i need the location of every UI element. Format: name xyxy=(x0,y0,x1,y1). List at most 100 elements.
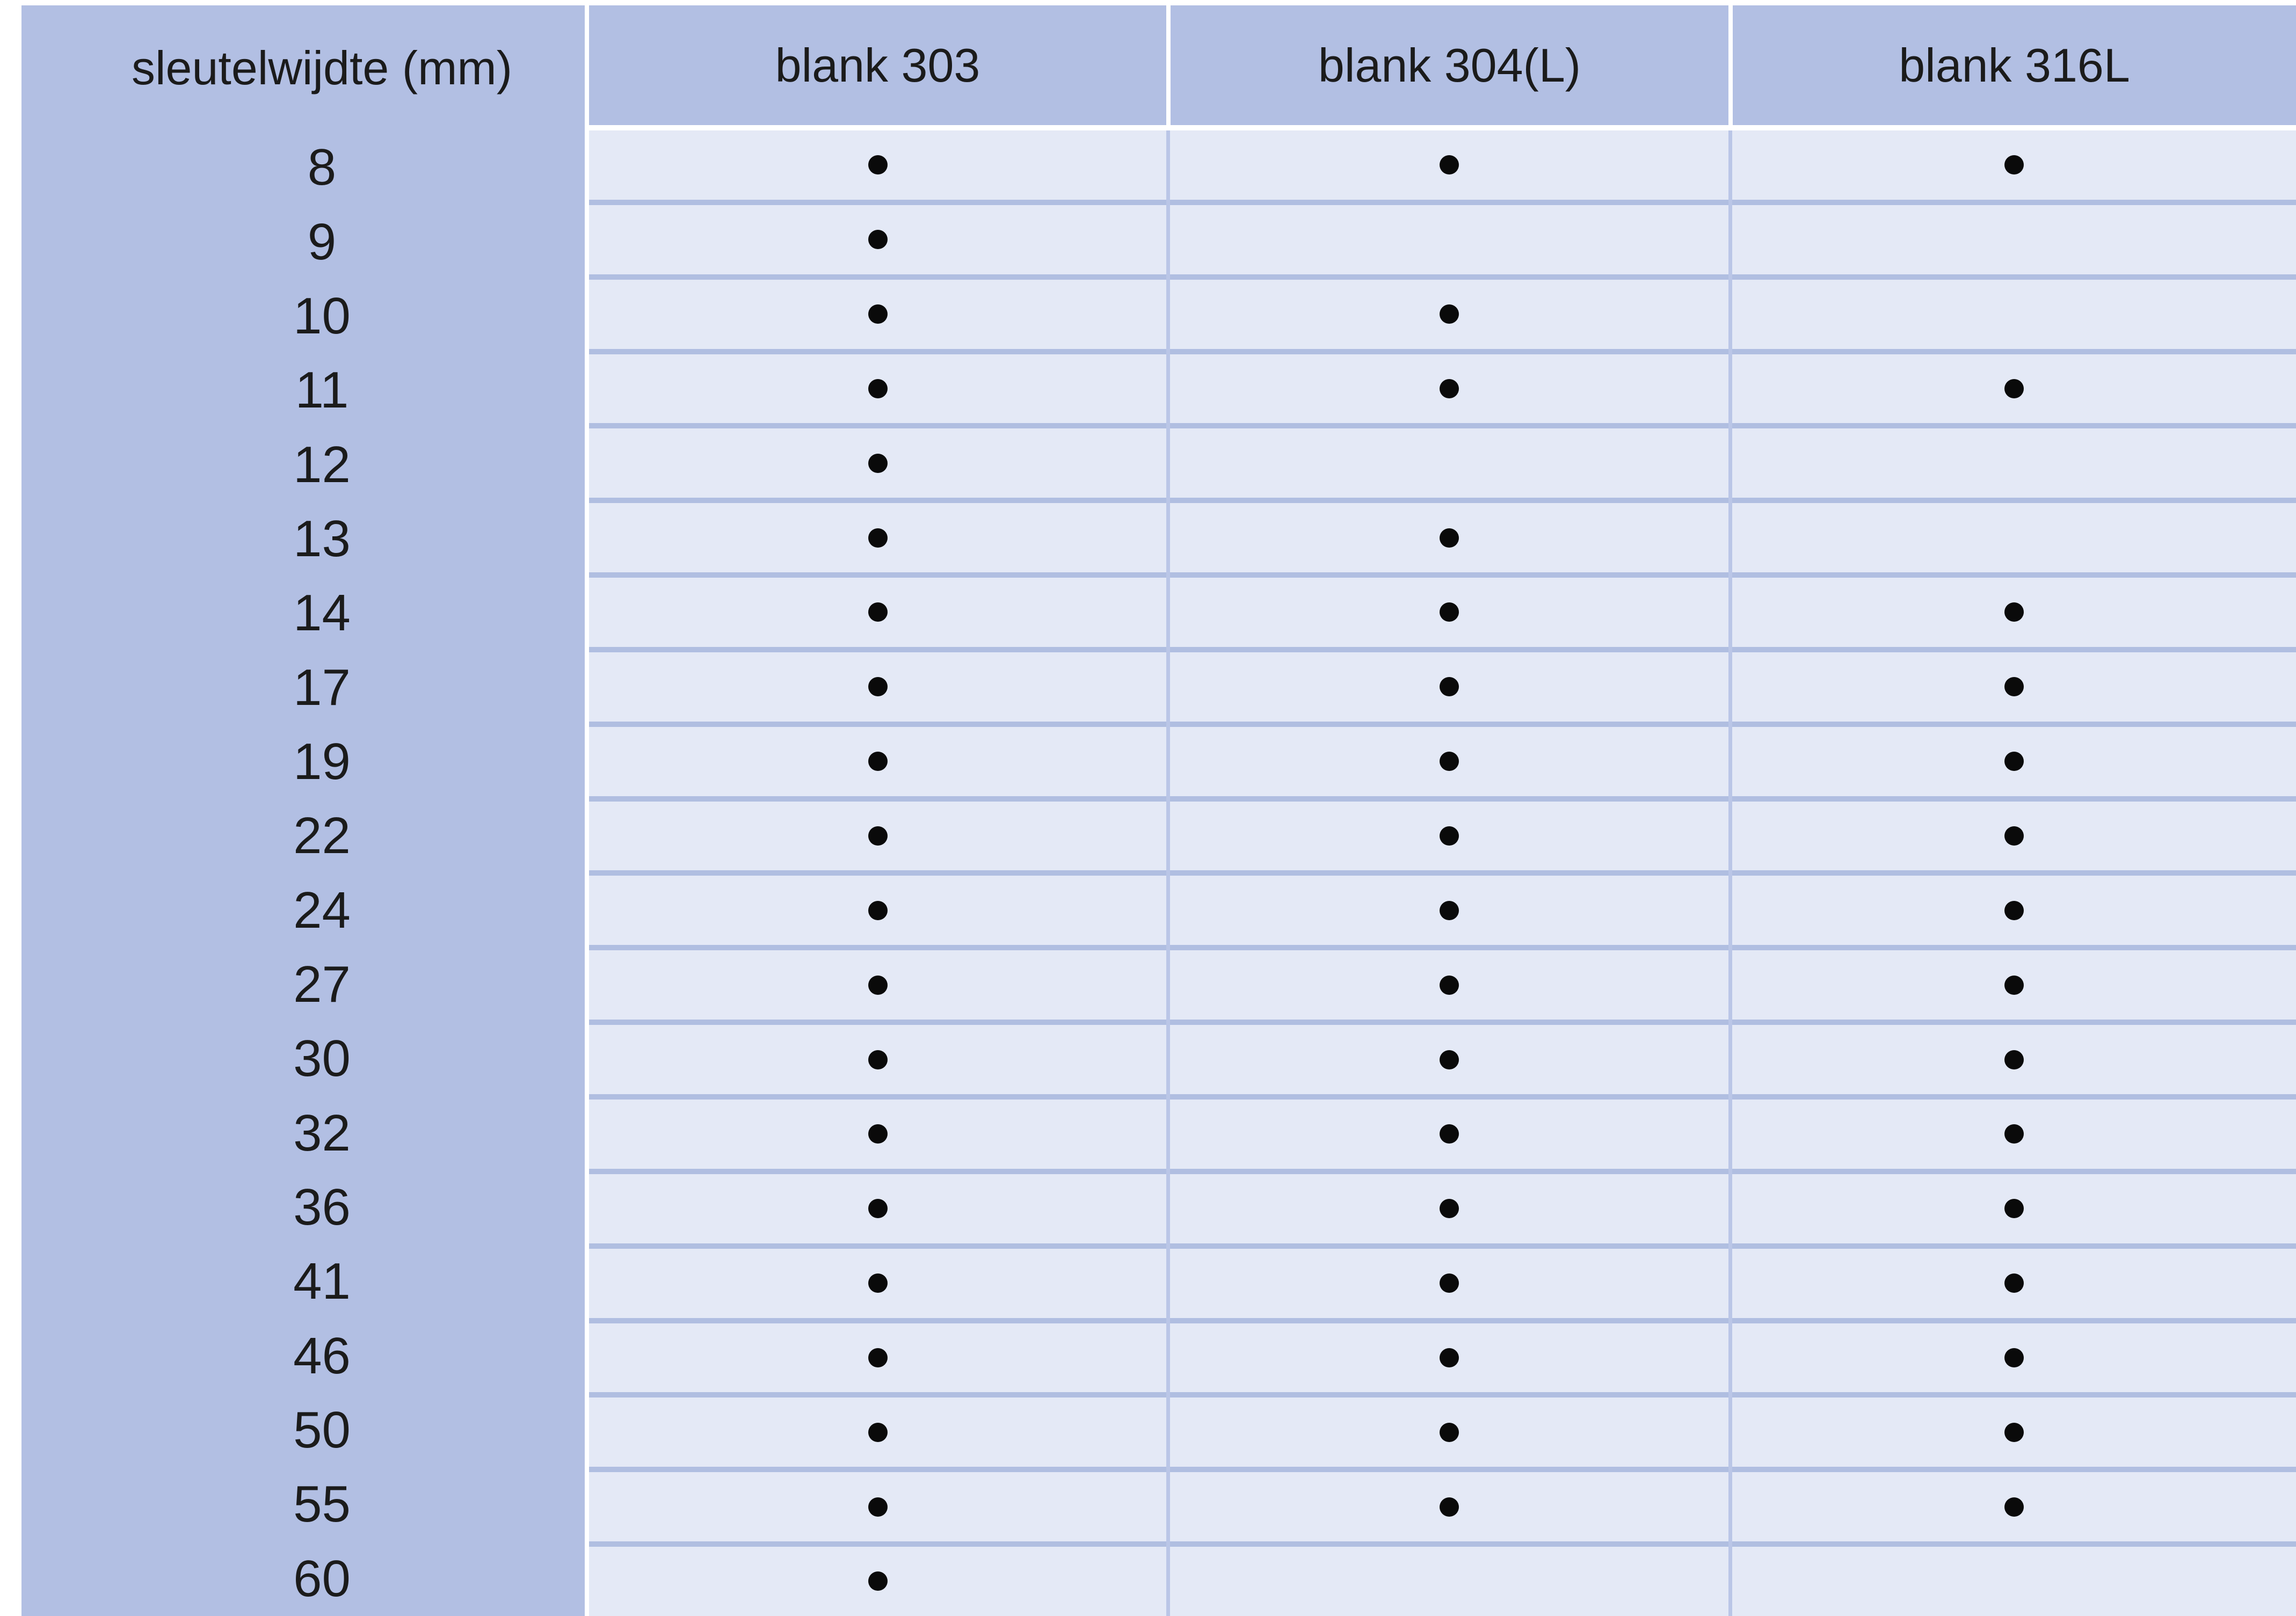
availability-cell xyxy=(589,1168,1166,1243)
availability-cell-empty xyxy=(1732,423,2296,498)
availability-cell xyxy=(589,199,1166,274)
availability-dot-icon xyxy=(1440,1497,1459,1517)
availability-dot-icon xyxy=(1440,826,1459,846)
availability-dot-icon xyxy=(868,826,888,846)
availability-dot-icon xyxy=(2004,1422,2024,1442)
availability-cell xyxy=(1170,796,1728,871)
row-size-label: 22 xyxy=(293,807,351,865)
row-size-label: 12 xyxy=(293,435,351,493)
availability-cell xyxy=(589,498,1166,572)
row-size-label: 41 xyxy=(293,1253,351,1311)
material-column-body xyxy=(1166,130,1728,1616)
availability-dot-icon xyxy=(1440,677,1459,697)
availability-cell xyxy=(589,1020,1166,1094)
availability-cell-empty xyxy=(1732,498,2296,572)
availability-cell xyxy=(1170,274,1728,349)
availability-dot-icon xyxy=(868,1422,888,1442)
row-size-label: 13 xyxy=(293,509,351,567)
availability-cell xyxy=(1732,1243,2296,1318)
availability-dot-icon xyxy=(2004,677,2024,697)
row-size-label: 17 xyxy=(293,658,351,716)
availability-cell xyxy=(589,423,1166,498)
availability-cell xyxy=(1170,646,1728,722)
availability-cell xyxy=(589,1541,1166,1616)
availability-dot-icon xyxy=(1440,752,1459,771)
row-size-label: 24 xyxy=(293,881,351,939)
availability-cell-empty xyxy=(1732,199,2296,274)
material-column-body xyxy=(589,130,1166,1616)
availability-dot-icon xyxy=(1440,1348,1459,1367)
material-column-header: blank 303 xyxy=(589,5,1166,130)
availability-cell xyxy=(589,945,1166,1020)
availability-dot-icon xyxy=(2004,752,2024,771)
material-column-blank-303: blank 303 xyxy=(589,5,1166,1616)
row-size-label: 55 xyxy=(293,1475,351,1533)
size-column-header: sleutelwijdte (mm) xyxy=(131,41,513,94)
availability-dot-icon xyxy=(2004,1273,2024,1293)
availability-cell xyxy=(589,1317,1166,1393)
row-size-label: 10 xyxy=(293,287,351,345)
availability-dot-icon xyxy=(1440,1273,1459,1293)
availability-dot-icon xyxy=(1440,975,1459,995)
availability-cell xyxy=(1732,721,2296,796)
availability-cell xyxy=(1732,646,2296,722)
availability-cell xyxy=(1170,1020,1728,1094)
material-column-header: blank 304(L) xyxy=(1166,5,1728,130)
column-divider xyxy=(585,5,589,1616)
material-column-blank-316L: blank 316L xyxy=(1728,5,2296,1616)
availability-cell-empty xyxy=(1170,1541,1728,1616)
availability-dot-icon xyxy=(2004,155,2024,175)
availability-cell xyxy=(1170,572,1728,647)
availability-cell xyxy=(1170,498,1728,572)
availability-cell xyxy=(1732,572,2296,647)
availability-cell xyxy=(589,796,1166,871)
availability-dot-icon xyxy=(1440,1199,1459,1219)
availability-dot-icon xyxy=(868,1050,888,1069)
availability-cell xyxy=(1732,870,2296,945)
availability-cell xyxy=(589,348,1166,424)
availability-dot-icon xyxy=(2004,900,2024,920)
availability-dot-icon xyxy=(2004,602,2024,622)
availability-cell xyxy=(1732,1317,2296,1393)
availability-cell xyxy=(589,646,1166,722)
availability-dot-icon xyxy=(868,1348,888,1367)
row-size-label: 60 xyxy=(293,1549,351,1607)
availability-cell xyxy=(589,721,1166,796)
availability-dot-icon xyxy=(1440,155,1459,175)
availability-dot-icon xyxy=(2004,1497,2024,1517)
availability-cell xyxy=(1170,348,1728,424)
availability-cell xyxy=(1170,1243,1728,1318)
availability-cell xyxy=(589,130,1166,200)
availability-dot-icon xyxy=(2004,826,2024,846)
availability-dot-icon xyxy=(868,1497,888,1517)
availability-dot-icon xyxy=(868,230,888,250)
availability-cell-empty xyxy=(1170,423,1728,498)
availability-dot-icon xyxy=(1440,378,1459,398)
row-size-label: 36 xyxy=(293,1178,351,1236)
row-size-label: 32 xyxy=(293,1104,351,1162)
availability-cell xyxy=(589,870,1166,945)
row-size-label: 8 xyxy=(307,139,337,196)
row-size-label: 50 xyxy=(293,1401,351,1459)
availability-cell xyxy=(589,274,1166,349)
availability-dot-icon xyxy=(1440,900,1459,920)
availability-cell xyxy=(589,1243,1166,1318)
material-column-header: blank 316L xyxy=(1728,5,2296,130)
availability-cell xyxy=(1170,1094,1728,1169)
availability-cell xyxy=(1732,1392,2296,1467)
availability-dot-icon xyxy=(868,602,888,622)
availability-cell xyxy=(1170,945,1728,1020)
availability-dot-icon xyxy=(2004,1050,2024,1069)
availability-dot-icon xyxy=(868,1571,888,1591)
availability-cell xyxy=(1170,1392,1728,1467)
availability-dot-icon xyxy=(1440,1124,1459,1144)
availability-dot-icon xyxy=(868,528,888,548)
availability-dot-icon xyxy=(2004,1199,2024,1219)
row-size-label: 14 xyxy=(293,584,351,642)
availability-cell-empty xyxy=(1732,274,2296,349)
availability-dot-icon xyxy=(2004,975,2024,995)
availability-dot-icon xyxy=(2004,1124,2024,1144)
availability-table: sleutelwijdte (mm) 8 9 10 11 12 13 14 17 19 22 24 2… xyxy=(21,5,2296,1616)
availability-cell xyxy=(1732,348,2296,424)
availability-cell-empty xyxy=(1170,199,1728,274)
